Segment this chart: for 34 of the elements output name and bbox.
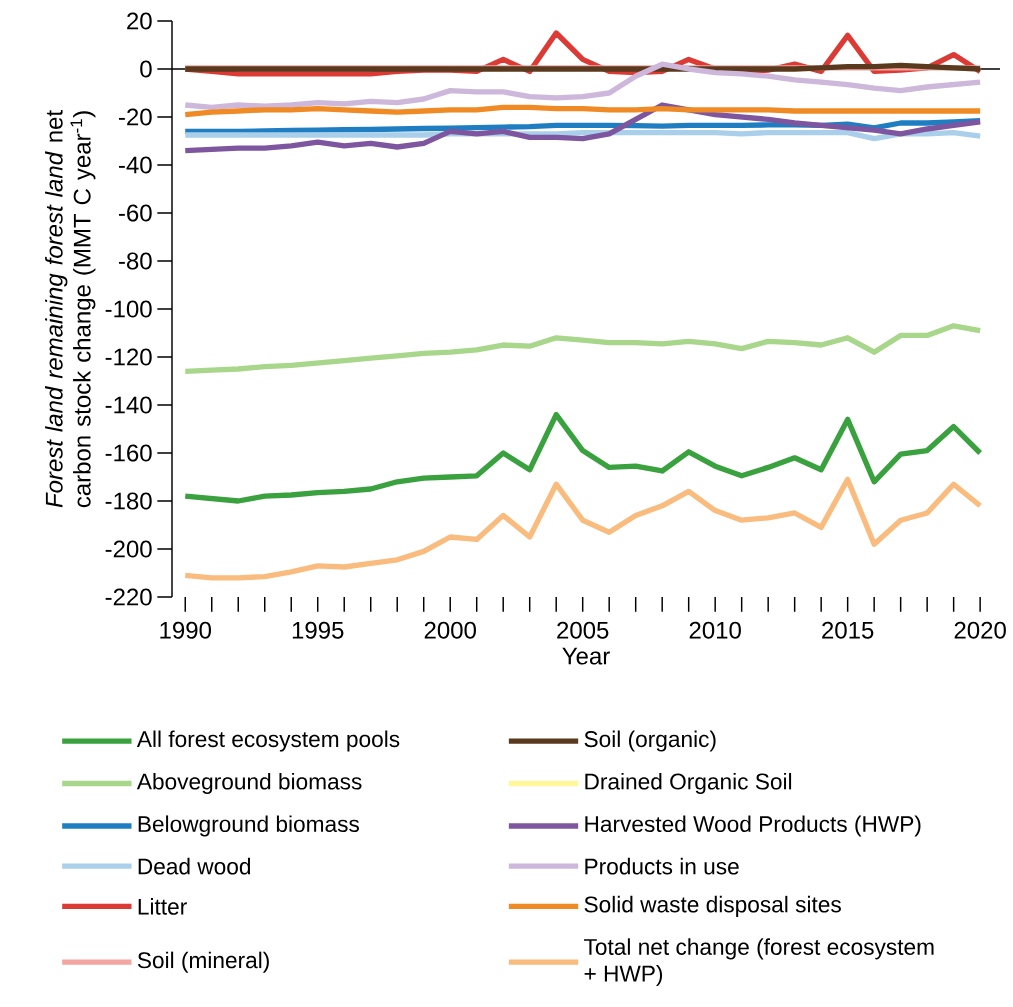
y-tick-label: -80 [119,252,152,270]
legend-label: Products in use [585,857,739,875]
x-tick-label: 2005 [557,621,609,639]
legend-label: Aboveground biomass [136,772,362,795]
y-tick-label: 20 [127,12,152,30]
y-tick-label: -160 [105,444,152,462]
x-axis-title: Year [562,647,610,665]
y-tick-label: -180 [105,492,152,510]
x-tick-label: 1995 [292,621,344,639]
legend-label: Soil (organic) [584,730,716,752]
y-tick-label: -140 [105,396,152,414]
y-tick-label: -200 [105,540,152,558]
legend-label: Litter [138,898,187,915]
x-tick-label: 2020 [954,621,1006,639]
y-axis-title: Forest land remaining forest land net carbon stock change (MMT C year$^{-1}$) [45,110,96,508]
y-tick-label: -40 [119,156,152,174]
legend-label: Drained Organic Soil [585,772,792,795]
y-tick-label: -120 [105,348,152,366]
legend-label: Solid waste disposal sites [584,895,841,917]
x-tick-label: 2000 [424,621,476,639]
x-tick-label: 2010 [689,621,741,639]
legend-label: Harvested Wood Products (HWP) [585,815,921,837]
y-tick-label: -100 [105,300,152,318]
y-tick-label: -60 [119,204,152,222]
legend-label: Belowground biomass [138,815,359,837]
legend-label: All forest ecosystem pools [136,730,400,752]
x-tick-label: 1990 [160,621,212,639]
legend-label: Total net change (forest ecosystem + HWP) [584,938,934,987]
y-tick-label: -220 [105,588,152,606]
y-tick-label: 0 [140,60,152,78]
legend-label: Soil (mineral) [137,951,269,973]
x-tick-label: 2015 [822,621,874,639]
legend-label: Dead wood [138,857,251,875]
y-tick-label: -20 [119,108,152,126]
